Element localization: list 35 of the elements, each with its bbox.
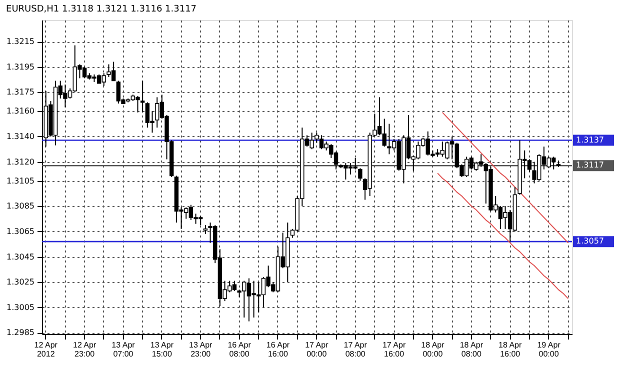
x-tick-label: 12 Apr 2012 [34, 340, 58, 358]
x-tick-label: 19 Apr 00:00 [537, 340, 561, 358]
y-tick-label: 1.3175 [6, 88, 34, 97]
candlestick [140, 80, 145, 113]
y-tick-label: 1.3085 [6, 202, 34, 211]
x-tick-label: 17 Apr 00:00 [305, 340, 329, 358]
line-series [437, 172, 569, 300]
chart-title: EURUSD,H1 1.3118 1.3121 1.3116 1.3117 [6, 4, 197, 14]
y-tick-label: 1.3005 [6, 302, 34, 312]
x-tick-label: 13 Apr 07:00 [112, 340, 136, 358]
x-tick-label: 12 Apr 23:00 [72, 340, 96, 358]
y-tick-label: 1.3045 [6, 252, 34, 262]
x-tick-label: 16 Apr 16:00 [266, 340, 290, 358]
x-tick-label: 17 Apr 16:00 [382, 340, 406, 358]
y-tick-label: 1.3215 [6, 37, 34, 46]
y-tick-label: 1.3065 [6, 226, 34, 236]
y-tick-label: 1.2985 [6, 328, 34, 338]
y-tick-label: 1.3140 [6, 132, 34, 141]
y-tick-label: 1.3120 [6, 157, 34, 166]
x-tick-label: 18 Apr 08:00 [460, 340, 484, 358]
y-tick-label: 1.3160 [6, 106, 34, 116]
x-tick-label: 18 Apr 00:00 [421, 340, 445, 358]
x-tick-label: 13 Apr 15:00 [150, 340, 174, 358]
candlestick [358, 168, 362, 182]
y-tick-label: 1.3025 [6, 278, 34, 287]
ref-line-label: 1.3057 [576, 236, 604, 246]
x-tick-label: 16 Apr 08:00 [228, 340, 252, 358]
y-tick-label: 1.3105 [6, 176, 34, 186]
x-tick-label: 17 Apr 08:00 [344, 340, 368, 358]
x-tick-label: 13 Apr 23:00 [189, 340, 213, 358]
line-series [442, 112, 569, 244]
y-tick-label: 1.3195 [6, 62, 34, 72]
ref-line-label: 1.3137 [576, 135, 604, 144]
x-tick-label: 18 Apr 16:00 [498, 340, 522, 358]
ref-line-label: 1.3117 [576, 160, 604, 170]
